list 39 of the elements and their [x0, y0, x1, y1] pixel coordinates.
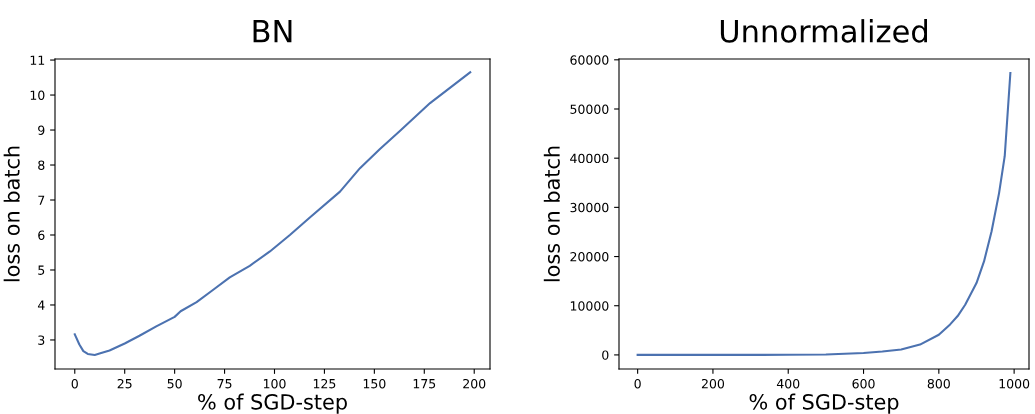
x-tick-label: 100 [263, 378, 286, 389]
x-tick-label: 200 [701, 378, 725, 389]
y-tick-label: 40000 [570, 153, 609, 164]
y-tick-label: 7 [38, 195, 45, 205]
x-tick-label: 25 [117, 378, 132, 389]
y-tick-label: 3 [38, 335, 45, 345]
y-tick-label: 20000 [570, 252, 609, 262]
x-tick-label: 0 [71, 378, 78, 389]
y-tick-label: 0 [602, 350, 609, 360]
y-tick-label: 6 [38, 230, 45, 240]
x-tick-label: 150 [363, 378, 386, 389]
x-tick-label: 1000 [999, 378, 1030, 389]
y-tick-label: 30000 [570, 202, 609, 213]
x-tick-label: 400 [776, 378, 800, 389]
y-tick-label: 50000 [570, 104, 609, 114]
line-series [73, 71, 472, 357]
y-tick-label: 8 [38, 160, 45, 170]
y-axis-title: loss on batch [3, 146, 20, 282]
chart-title: BN [253, 20, 292, 43]
y-tick-label: 10 [30, 90, 45, 100]
y-tick-label: 5 [38, 265, 45, 275]
x-axis-title: % of SGD-step [749, 393, 899, 414]
y-tick-label: 11 [30, 55, 45, 65]
x-tick-label: 0 [634, 378, 641, 389]
x-tick-label: 175 [413, 379, 436, 389]
x-tick-label: 600 [852, 378, 875, 389]
y-axis-title: loss on batch [543, 146, 560, 282]
x-tick-label: 50 [167, 378, 182, 389]
x-tick-label: 125 [313, 378, 336, 389]
y-tick-label: 60000 [570, 55, 609, 65]
chart-title: Unnormalized [720, 19, 927, 43]
x-axis-title: % of SGD-step [198, 393, 347, 414]
y-tick-label: 9 [38, 125, 45, 135]
y-tick-label: 10000 [570, 301, 609, 311]
y-tick-label: 4 [37, 300, 45, 310]
x-tick-label: 800 [927, 378, 950, 389]
x-tick-label: 200 [463, 378, 486, 389]
x-tick-label: 75 [217, 379, 232, 389]
line-series [636, 72, 1012, 356]
